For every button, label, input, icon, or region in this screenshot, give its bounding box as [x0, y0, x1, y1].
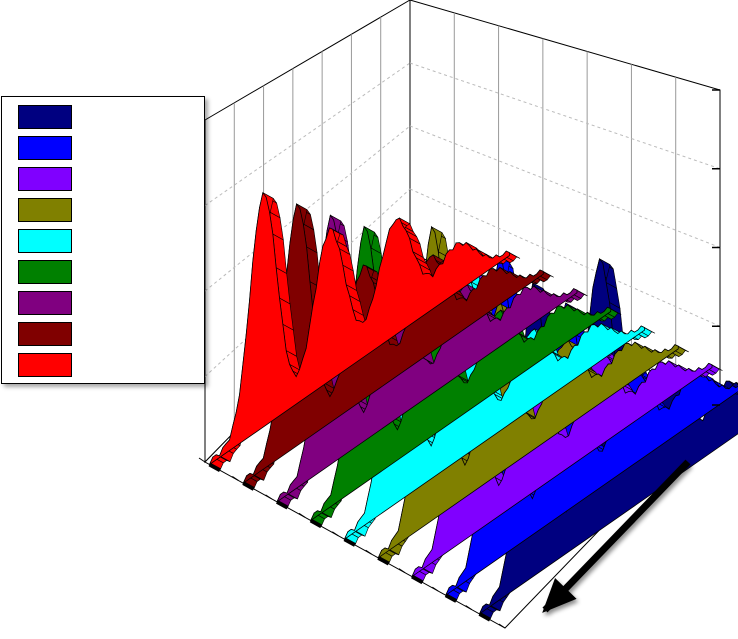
- legend-item: [18, 229, 82, 253]
- tick-mark: [498, 623, 506, 629]
- ribbon-base: [208, 462, 221, 473]
- gridline: [409, 62, 721, 170]
- legend-item: [18, 198, 82, 222]
- legend-swatch: [18, 322, 72, 346]
- gridline: [409, 125, 721, 248]
- legend-swatch: [18, 353, 72, 377]
- ribbon-series-9: [209, 191, 521, 471]
- legend-item: [18, 105, 82, 129]
- ribbons-group: [208, 191, 738, 622]
- legend-item: [18, 260, 82, 284]
- legend-swatch: [18, 136, 72, 160]
- legend-item: [18, 136, 82, 160]
- tick-mark: [432, 586, 439, 592]
- ribbon-base: [309, 518, 323, 529]
- gridline: [409, 188, 721, 327]
- legend-item: [18, 291, 82, 315]
- tick-mark: [398, 568, 406, 574]
- legend-swatch: [18, 198, 72, 222]
- legend-swatch: [18, 260, 72, 284]
- ribbon-base: [411, 574, 424, 585]
- legend-swatch: [18, 229, 72, 253]
- legend-swatch: [18, 167, 72, 191]
- gridline: [204, 125, 411, 292]
- legend-swatch: [18, 105, 72, 129]
- tick-mark: [365, 549, 372, 555]
- tick-mark: [332, 531, 339, 537]
- tick-mark: [298, 512, 306, 518]
- ribbon-base: [444, 593, 458, 603]
- tick-mark: [198, 457, 206, 463]
- legend-item: [18, 322, 82, 346]
- ribbon-base: [242, 481, 255, 491]
- legend-item: [18, 167, 82, 191]
- tick-mark: [265, 494, 272, 500]
- ribbon-face: [209, 191, 510, 466]
- ribbon-base: [478, 612, 491, 622]
- legend: [1, 96, 205, 384]
- ribbon-base: [343, 537, 356, 547]
- tick-mark: [465, 605, 472, 610]
- legend-swatch: [18, 291, 72, 315]
- tick-mark: [232, 476, 239, 481]
- axis-ticks: [198, 89, 720, 629]
- ribbon-base: [377, 556, 390, 566]
- legend-item: [18, 353, 82, 377]
- ribbon-face: [242, 202, 544, 484]
- ribbon-base: [276, 500, 289, 510]
- direction-arrow: [542, 459, 691, 613]
